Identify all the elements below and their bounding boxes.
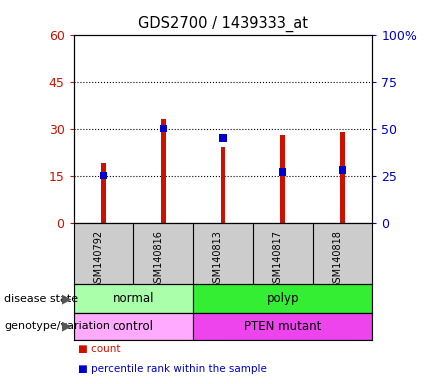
Text: control: control <box>113 320 154 333</box>
Bar <box>220 147 226 223</box>
Text: ▶: ▶ <box>62 320 72 333</box>
Title: GDS2700 / 1439333_at: GDS2700 / 1439333_at <box>138 16 308 32</box>
Text: GSM140818: GSM140818 <box>333 230 343 289</box>
Bar <box>220 134 226 142</box>
Bar <box>340 132 345 223</box>
Text: GSM140792: GSM140792 <box>94 230 103 289</box>
Text: ▶: ▶ <box>62 292 72 305</box>
Bar <box>74 284 193 313</box>
Bar <box>161 119 166 223</box>
Text: disease state: disease state <box>4 293 78 304</box>
Bar <box>100 172 107 179</box>
Text: polyp: polyp <box>266 292 299 305</box>
Bar <box>193 284 372 313</box>
Text: GSM140813: GSM140813 <box>213 230 223 289</box>
Bar <box>160 125 167 132</box>
Bar <box>193 313 372 340</box>
Bar <box>280 135 285 223</box>
Bar <box>279 168 286 176</box>
Text: normal: normal <box>113 292 154 305</box>
Bar <box>101 163 106 223</box>
Bar <box>74 313 193 340</box>
Text: GSM140816: GSM140816 <box>153 230 163 289</box>
Text: ■ count: ■ count <box>78 344 120 354</box>
Text: GSM140817: GSM140817 <box>273 230 283 289</box>
Text: PTEN mutant: PTEN mutant <box>244 320 321 333</box>
Text: ■ percentile rank within the sample: ■ percentile rank within the sample <box>78 364 267 374</box>
Text: genotype/variation: genotype/variation <box>4 321 110 331</box>
Bar <box>339 166 346 174</box>
